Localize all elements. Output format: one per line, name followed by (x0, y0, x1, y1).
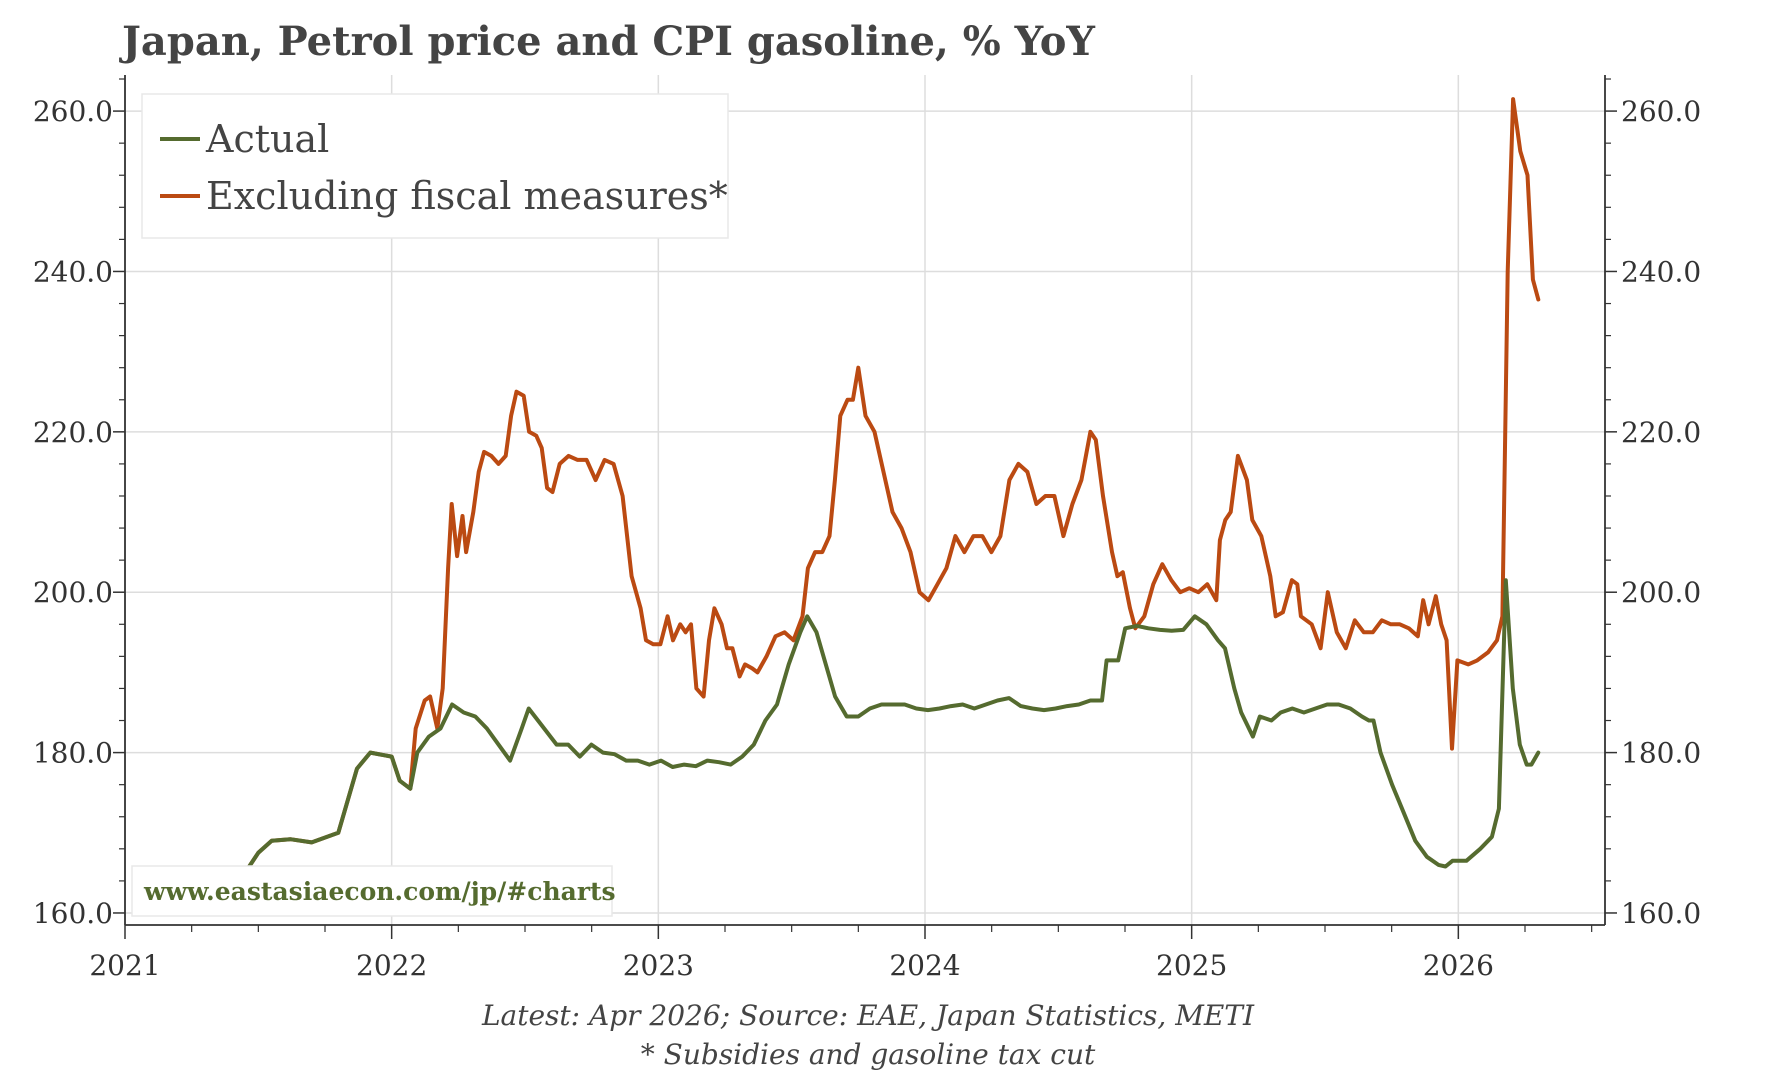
y-tick-label-left: 180.0 (33, 737, 113, 770)
x-tick-label: 2025 (1156, 949, 1227, 982)
x-tick-label: 2024 (889, 949, 960, 982)
chart-title: Japan, Petrol price and CPI gasoline, % … (119, 18, 1095, 65)
series-line-actual (189, 578, 1541, 907)
y-tick-label-right: 200.0 (1621, 576, 1701, 609)
series-lines (189, 97, 1541, 907)
y-tick-label-left: 220.0 (33, 416, 113, 449)
x-tick-label: 2026 (1423, 949, 1494, 982)
watermark: www.eastasiaecon.com/jp/#charts (131, 865, 616, 917)
legend: Actual Excluding fiscal measures* (141, 93, 729, 239)
y-tick-label-right: 240.0 (1621, 255, 1701, 288)
watermark-box (131, 865, 613, 917)
legend-label-actual: Actual (205, 117, 329, 161)
y-tick-label-right: 220.0 (1621, 416, 1701, 449)
y-tick-label-left: 200.0 (33, 576, 113, 609)
y-tick-label-left: 260.0 (33, 95, 113, 128)
x-tick-label: 2022 (356, 949, 427, 982)
series-line-excluding (189, 97, 1541, 907)
y-tick-label-left: 160.0 (33, 897, 113, 930)
y-tick-label-right: 160.0 (1621, 897, 1701, 930)
footnote-source: Latest: Apr 2026; Source: EAE, Japan Sta… (481, 999, 1255, 1032)
x-tick-label: 2021 (89, 949, 160, 982)
y-tick-label-right: 260.0 (1621, 95, 1701, 128)
watermark-text: www.eastasiaecon.com/jp/#charts (143, 877, 616, 906)
axes: 160.0 160.0 180.0 180.0 200.0 200.0 220.0 220.0… (33, 75, 1701, 982)
x-tick-label: 2023 (623, 949, 694, 982)
legend-box (141, 93, 729, 239)
y-tick-label-right: 180.0 (1621, 737, 1701, 770)
y-tick-label-left: 240.0 (33, 255, 113, 288)
legend-label-excluding: Excluding fiscal measures* (206, 174, 728, 218)
footnote-note: * Subsidies and gasoline tax cut (641, 1038, 1096, 1070)
